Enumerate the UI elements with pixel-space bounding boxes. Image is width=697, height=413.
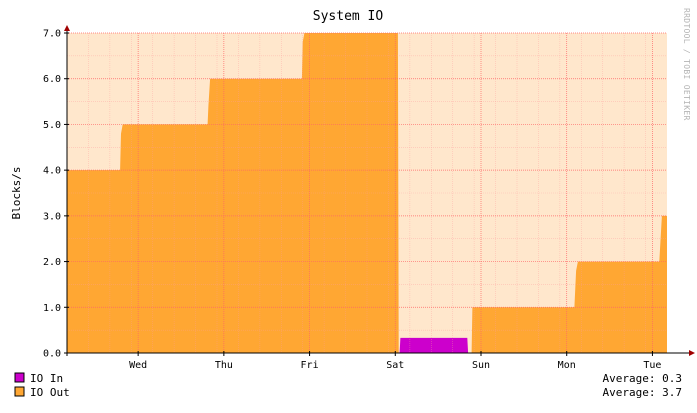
x-tick-label: Thu: [215, 360, 233, 371]
y-tick-label: 7.0: [43, 29, 61, 40]
y-tick-label: 1.0: [43, 303, 61, 314]
x-tick-label: Tue: [643, 360, 661, 371]
legend-swatch-io-out: [14, 386, 25, 397]
x-tick-label: Wed: [129, 360, 147, 371]
legend-label-io-out: IO Out: [30, 386, 70, 399]
chart-title: System IO: [313, 9, 384, 24]
legend-swatch-io-in: [14, 372, 25, 383]
axis-layer: 0.0 1.0 2.0 3.0 4.0 5.0 6.0 7.0 Wed Thu Fri Sat Sun M…: [43, 25, 695, 371]
y-tick-label: 3.0: [43, 211, 61, 222]
legend-average-io-in: Average: 0.3: [603, 372, 682, 385]
x-tick-label: Sun: [472, 360, 490, 371]
x-tick-label: Mon: [558, 360, 576, 371]
y-tick-label: 0.0: [43, 349, 61, 360]
y-axis-label: Blocks/s: [10, 167, 23, 220]
legend-average-io-out: Average: 3.7: [603, 386, 682, 399]
x-tick-label: Sat: [386, 360, 404, 371]
x-axis-arrow: [689, 350, 695, 356]
x-tick-label: Fri: [301, 360, 319, 371]
rrdtool-watermark: RRDTOOL / TOBI OETIKER: [682, 8, 691, 121]
y-axis-arrow: [64, 25, 70, 31]
legend: IO In Average: 0.3 IO Out Average: 3.7: [14, 372, 682, 399]
y-tick-label: 6.0: [43, 74, 61, 85]
y-tick-label: 2.0: [43, 257, 61, 268]
y-tick-label: 5.0: [43, 120, 61, 131]
grid-layer: [67, 32, 667, 354]
legend-label-io-in: IO In: [30, 372, 63, 385]
y-tick-label: 4.0: [43, 166, 61, 177]
